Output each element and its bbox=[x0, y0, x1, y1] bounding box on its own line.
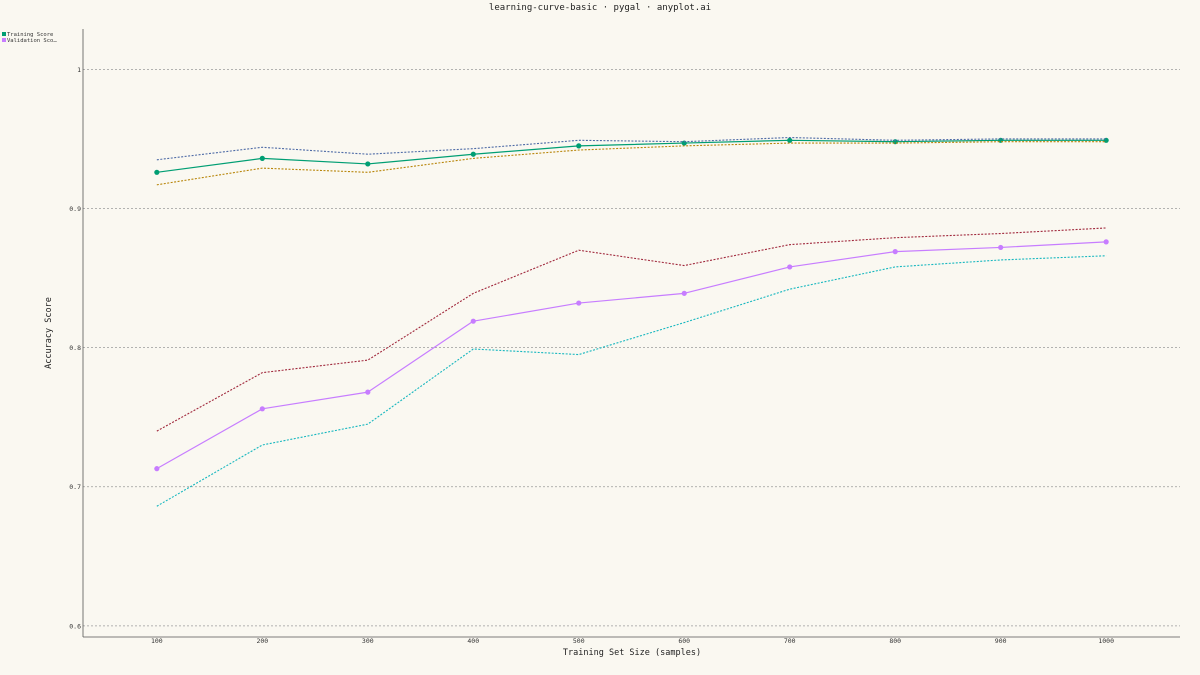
series-line bbox=[156, 139, 1107, 173]
data-point[interactable] bbox=[154, 169, 160, 175]
y-tick-labels: 0.6 0.7 0.8 0.9 1 bbox=[69, 66, 81, 631]
legend-swatch bbox=[2, 32, 6, 36]
x-tick-label: 700 bbox=[784, 637, 796, 645]
data-point[interactable] bbox=[365, 161, 371, 167]
series-group bbox=[156, 136, 1107, 161]
data-point[interactable] bbox=[892, 249, 898, 255]
data-point[interactable] bbox=[259, 155, 265, 161]
series-bound-line bbox=[156, 136, 1107, 161]
series-group bbox=[156, 255, 1107, 507]
data-point[interactable] bbox=[259, 406, 265, 412]
data-point[interactable] bbox=[681, 290, 687, 296]
data-point[interactable] bbox=[470, 318, 476, 324]
legend-swatch bbox=[2, 38, 6, 42]
y-tick-label: 0.8 bbox=[69, 344, 81, 352]
data-point[interactable] bbox=[576, 300, 582, 306]
y-tick-label: 0.6 bbox=[69, 622, 81, 630]
x-tick-labels: 100 200 300 400 500 600 700 800 900 1000 bbox=[151, 637, 1114, 645]
x-tick-label: 900 bbox=[995, 637, 1007, 645]
data-point[interactable] bbox=[787, 137, 793, 143]
axes bbox=[82, 29, 1180, 638]
series-line bbox=[156, 241, 1107, 470]
series-group bbox=[156, 227, 1107, 432]
x-axis-label: Training Set Size (samples) bbox=[563, 648, 701, 658]
y-tick-label: 0.9 bbox=[69, 205, 81, 213]
x-tick-label: 400 bbox=[467, 637, 479, 645]
data-point[interactable] bbox=[470, 151, 476, 157]
series-bound-line bbox=[156, 255, 1107, 507]
series-bound-line bbox=[156, 227, 1107, 432]
x-tick-label: 800 bbox=[889, 637, 901, 645]
legend-label[interactable]: Training Score bbox=[7, 32, 53, 38]
x-tick-label: 200 bbox=[256, 637, 268, 645]
chart-title: learning-curve-basic · pygal · anyplot.a… bbox=[489, 3, 711, 13]
x-tick-label: 100 bbox=[151, 637, 163, 645]
y-tick-label: 0.7 bbox=[69, 483, 81, 491]
data-point[interactable] bbox=[1103, 239, 1109, 245]
x-tick-label: 1000 bbox=[1098, 637, 1114, 645]
data-point[interactable] bbox=[154, 466, 160, 472]
data-point[interactable] bbox=[787, 264, 793, 270]
series-group bbox=[156, 141, 1107, 186]
x-tick-label: 600 bbox=[678, 637, 690, 645]
data-point[interactable] bbox=[998, 244, 1004, 251]
x-tick-label: 300 bbox=[362, 637, 374, 645]
y-tick-label: 1 bbox=[77, 66, 81, 74]
legend-label[interactable]: Validation Sco… bbox=[7, 38, 57, 44]
series-group bbox=[154, 137, 1109, 175]
x-tick-label: 500 bbox=[573, 637, 585, 645]
data-point[interactable] bbox=[576, 143, 582, 149]
series-group bbox=[154, 239, 1109, 472]
series-layer bbox=[154, 136, 1109, 507]
series-bound-line bbox=[156, 141, 1107, 186]
gridlines bbox=[83, 68, 1180, 627]
data-point[interactable] bbox=[365, 389, 371, 395]
y-axis-label: Accuracy Score bbox=[44, 297, 54, 369]
